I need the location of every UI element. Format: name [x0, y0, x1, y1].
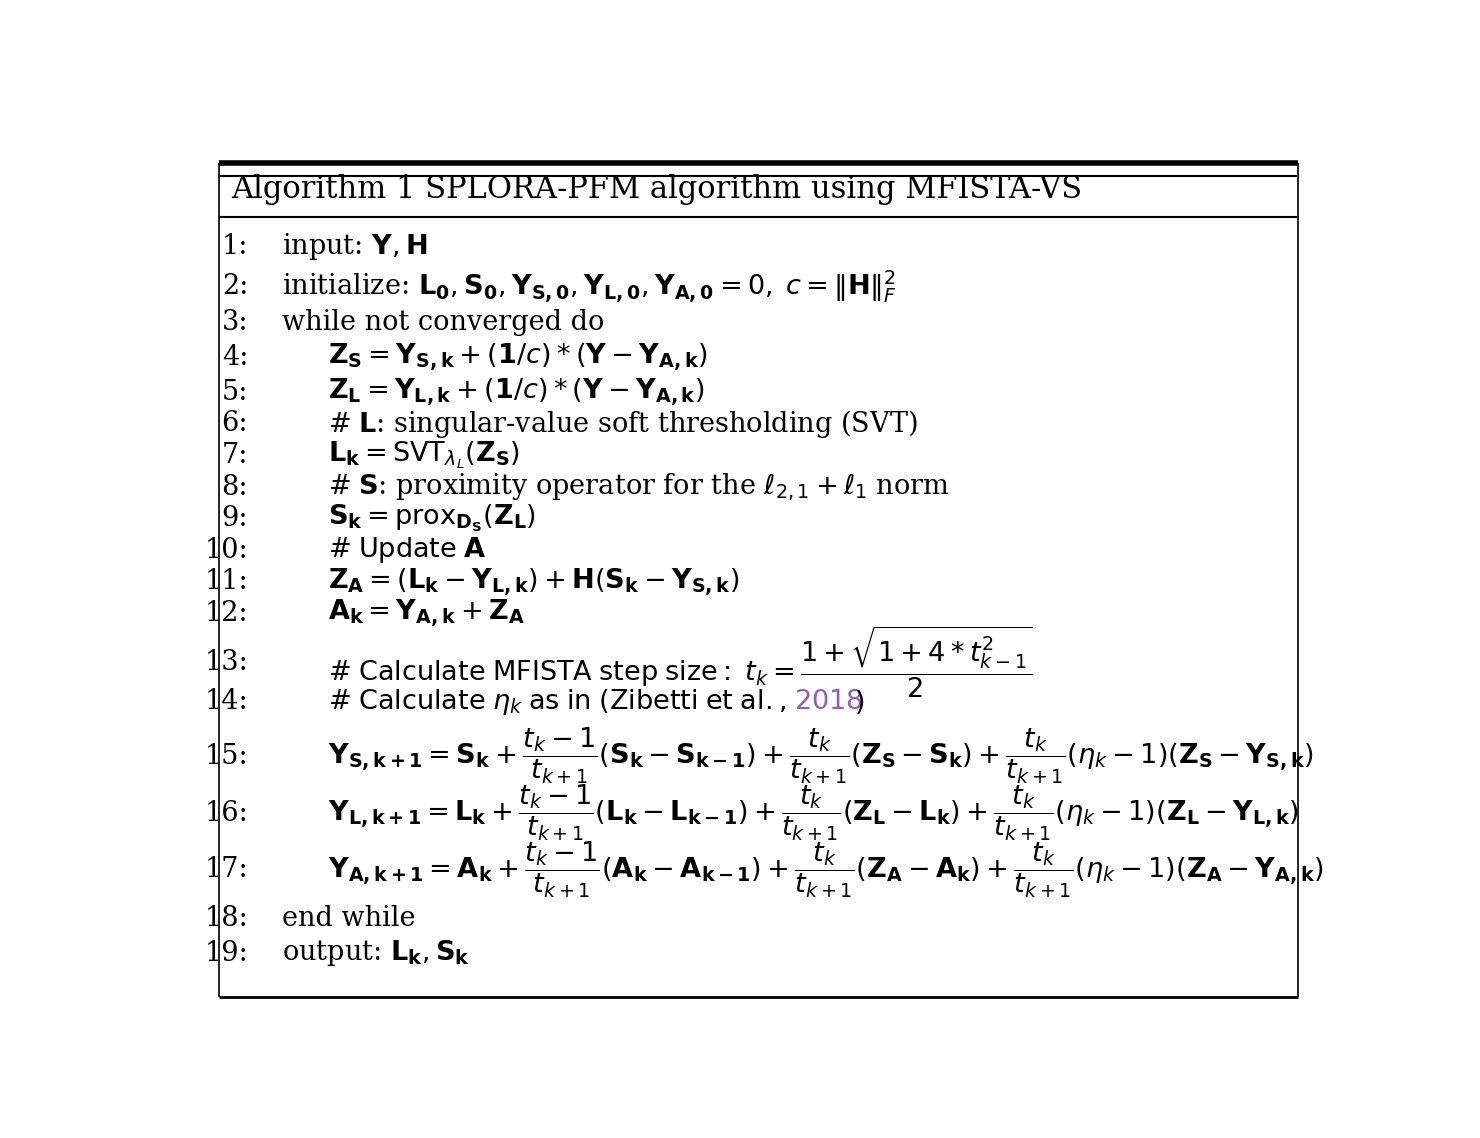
Text: 6:: 6: [222, 411, 249, 437]
Text: output: $\mathbf{L_k},\mathbf{S_k}$: output: $\mathbf{L_k},\mathbf{S_k}$ [283, 938, 471, 968]
Text: 11:: 11: [204, 568, 249, 595]
Text: $\mathbf{Z_L}=\mathbf{Y_{L,k}}+(\mathbf{1}/c)*(\mathbf{Y}-\mathbf{Y_{A,k}})$: $\mathbf{Z_L}=\mathbf{Y_{L,k}}+(\mathbf{… [329, 377, 704, 409]
Text: 17:: 17: [204, 857, 249, 883]
Text: end while: end while [283, 905, 416, 932]
Text: 18:: 18: [204, 905, 249, 932]
Text: 3:: 3: [222, 308, 249, 336]
Text: $\mathbf{Z_A}=(\mathbf{L_k}-\mathbf{Y_{L,k}})+\mathbf{H}(\mathbf{S_k}-\mathbf{Y_: $\mathbf{Z_A}=(\mathbf{L_k}-\mathbf{Y_{L… [329, 566, 740, 597]
Text: $\#\;\mathrm{Calculate}\;\eta_k\;\mathrm{as\;in\;(Zibetti\;et\;al.,\;}$: $\#\;\mathrm{Calculate}\;\eta_k\;\mathrm… [329, 686, 786, 717]
Text: $\mathrm{2018}$: $\mathrm{2018}$ [795, 688, 863, 716]
Text: $\mathbf{S_k}=\mathrm{prox}_{\mathbf{D_S}}(\mathbf{Z_L})$: $\mathbf{S_k}=\mathrm{prox}_{\mathbf{D_S… [329, 503, 536, 535]
Text: $\mathbf{A_k}=\mathbf{Y_{A,k}}+\mathbf{Z_A}$: $\mathbf{A_k}=\mathbf{Y_{A,k}}+\mathbf{Z… [329, 597, 525, 629]
Text: 19:: 19: [204, 940, 249, 967]
Text: $\#\;\mathrm{Update}\;\mathbf{A}$: $\#\;\mathrm{Update}\;\mathbf{A}$ [329, 535, 487, 566]
Text: $\mathbf{Z_S}=\mathbf{Y_{S,k}}+(\mathbf{1}/c)*(\mathbf{Y}-\mathbf{Y_{A,k}})$: $\mathbf{Z_S}=\mathbf{Y_{S,k}}+(\mathbf{… [329, 341, 707, 373]
Text: $\mathbf{Y_{S,k+1}}=\mathbf{S_k}+\dfrac{t_k-1}{t_{k+1}}(\mathbf{S_k}-\mathbf{S_{: $\mathbf{Y_{S,k+1}}=\mathbf{S_k}+\dfrac{… [329, 726, 1314, 786]
Text: 13:: 13: [204, 649, 249, 676]
Text: $\mathbf{Y_{L,k+1}}=\mathbf{L_k}+\dfrac{t_k-1}{t_{k+1}}(\mathbf{L_k}-\mathbf{L_{: $\mathbf{Y_{L,k+1}}=\mathbf{L_k}+\dfrac{… [329, 783, 1299, 843]
Text: 1:: 1: [222, 233, 249, 261]
Text: $\mathbf{Y_{A,k+1}}=\mathbf{A_k}+\dfrac{t_k-1}{t_{k+1}}(\mathbf{A_k}-\mathbf{A_{: $\mathbf{Y_{A,k+1}}=\mathbf{A_k}+\dfrac{… [329, 840, 1325, 900]
Text: 14:: 14: [204, 688, 249, 716]
Text: 10:: 10: [204, 537, 249, 563]
Text: 16:: 16: [204, 800, 249, 826]
Text: 12:: 12: [204, 600, 249, 627]
Text: $\#\;\mathrm{Calculate\;MFISTA\;step\;size:}\;t_k=\dfrac{1+\sqrt{1+4*t_{k-1}^2}}: $\#\;\mathrm{Calculate\;MFISTA\;step\;si… [329, 625, 1033, 700]
Text: 2:: 2: [222, 273, 249, 300]
Text: 5:: 5: [222, 379, 249, 406]
Text: $\#\;\mathbf{L}$: singular-value soft thresholding (SVT): $\#\;\mathbf{L}$: singular-value soft th… [329, 409, 918, 440]
Text: $\mathbf{L_k}=\mathrm{SVT}_{\lambda_L}(\mathbf{Z_S})$: $\mathbf{L_k}=\mathrm{SVT}_{\lambda_L}(\… [329, 439, 521, 471]
Text: $\mathrm{)}$: $\mathrm{)}$ [854, 687, 864, 716]
Text: 9:: 9: [222, 505, 249, 533]
Text: 15:: 15: [204, 743, 249, 769]
Text: initialize: $\mathbf{L_0},\mathbf{S_0},\mathbf{Y_{S,0}},\mathbf{Y_{L,0}},\mathbf: initialize: $\mathbf{L_0},\mathbf{S_0},\… [283, 269, 897, 304]
Text: input: $\mathbf{Y},\mathbf{H}$: input: $\mathbf{Y},\mathbf{H}$ [283, 231, 428, 263]
Text: while not converged do: while not converged do [283, 308, 605, 336]
Text: 8:: 8: [222, 473, 249, 501]
Text: $\#\;\mathbf{S}$: proximity operator for the $\ell_{2,1}+\ell_1$ norm: $\#\;\mathbf{S}$: proximity operator for… [329, 471, 950, 503]
Text: 4:: 4: [222, 344, 249, 371]
Text: 7:: 7: [222, 442, 249, 469]
Text: Algorithm 1 SPLORA-PFM algorithm using MFISTA-VS: Algorithm 1 SPLORA-PFM algorithm using M… [231, 174, 1082, 205]
